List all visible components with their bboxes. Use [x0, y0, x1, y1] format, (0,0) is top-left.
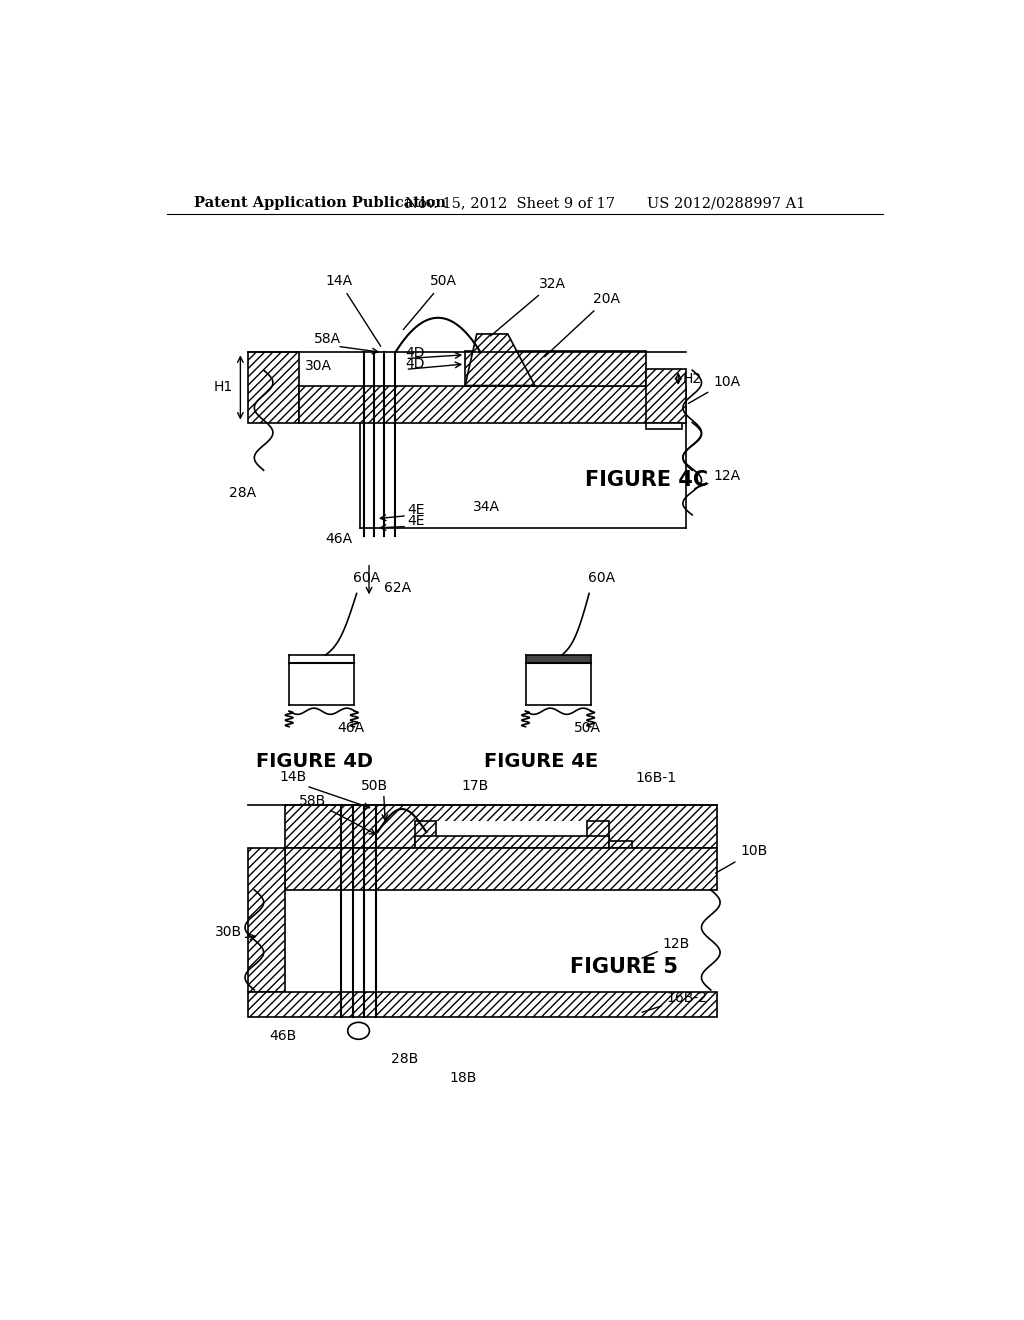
Text: Patent Application Publication: Patent Application Publication [194, 197, 445, 210]
Bar [248, 352, 299, 422]
Bar [248, 847, 285, 991]
Text: 4E: 4E [407, 513, 425, 528]
Bar [248, 991, 717, 1016]
Text: 16B-1: 16B-1 [636, 771, 677, 785]
Bar [299, 385, 686, 422]
Text: FIGURE 4D: FIGURE 4D [256, 751, 373, 771]
Bar [415, 821, 436, 847]
Text: 12B: 12B [642, 937, 690, 958]
Bar [415, 821, 436, 847]
Text: 46A: 46A [337, 721, 365, 735]
Bar [248, 352, 299, 422]
Bar [285, 847, 717, 890]
Bar [248, 991, 717, 1016]
Polygon shape [465, 334, 535, 385]
Text: 4E: 4E [407, 503, 425, 517]
Text: 14A: 14A [326, 275, 381, 346]
Text: 34A: 34A [473, 500, 500, 513]
Ellipse shape [348, 1022, 370, 1039]
Text: 30B: 30B [215, 925, 242, 939]
Bar [285, 847, 717, 890]
Text: FIGURE 4C: FIGURE 4C [586, 470, 709, 490]
Text: 16B-2: 16B-2 [642, 990, 708, 1012]
Bar [646, 370, 686, 422]
Text: 20A: 20A [545, 292, 620, 356]
Text: 32A: 32A [490, 277, 565, 337]
Text: US 2012/0288997 A1: US 2012/0288997 A1 [647, 197, 806, 210]
Text: 58A: 58A [314, 333, 341, 346]
Bar [436, 821, 587, 847]
Text: 60A: 60A [352, 572, 380, 585]
Bar [299, 385, 686, 422]
Text: 50A: 50A [403, 275, 458, 330]
Text: 12A: 12A [695, 470, 740, 488]
Bar [525, 655, 592, 663]
Text: 46A: 46A [326, 532, 352, 546]
Text: Nov. 15, 2012  Sheet 9 of 17: Nov. 15, 2012 Sheet 9 of 17 [406, 197, 615, 210]
Text: 60A: 60A [588, 572, 614, 585]
Text: 17B: 17B [461, 779, 488, 793]
Text: H2: H2 [682, 372, 701, 385]
Text: H1: H1 [213, 380, 232, 395]
Bar [465, 351, 646, 385]
Text: 46B: 46B [269, 1030, 296, 1043]
Text: 4D: 4D [406, 356, 425, 371]
Bar [415, 836, 608, 847]
Bar [285, 805, 717, 847]
Text: 30A: 30A [305, 359, 332, 374]
Bar [248, 847, 285, 991]
Bar [465, 351, 646, 385]
Bar [415, 836, 608, 847]
Bar [285, 805, 717, 847]
Bar [587, 821, 608, 847]
Text: FIGURE 5: FIGURE 5 [569, 957, 678, 977]
Bar [646, 422, 682, 429]
Text: 62A: 62A [384, 581, 411, 595]
Bar [646, 370, 686, 422]
Text: 18B: 18B [450, 1072, 477, 1085]
Bar [587, 821, 608, 847]
Text: 50B: 50B [360, 779, 388, 793]
Text: 14B: 14B [280, 770, 306, 784]
Text: 50A: 50A [573, 721, 601, 735]
Text: 4D: 4D [406, 346, 425, 360]
Text: 28A: 28A [228, 486, 256, 500]
Text: FIGURE 4E: FIGURE 4E [484, 751, 599, 771]
Text: 58B: 58B [299, 795, 326, 808]
Text: 10A: 10A [688, 375, 740, 404]
Bar [608, 841, 632, 847]
Text: 28B: 28B [391, 1052, 419, 1067]
Text: 10B: 10B [716, 845, 768, 873]
Bar [608, 841, 632, 847]
